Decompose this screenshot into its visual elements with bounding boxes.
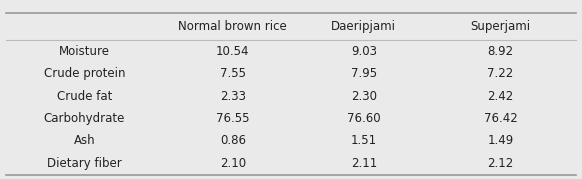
Text: 10.54: 10.54 <box>216 45 250 58</box>
Text: 76.42: 76.42 <box>484 112 517 125</box>
Text: 9.03: 9.03 <box>351 45 377 58</box>
Text: 76.60: 76.60 <box>347 112 381 125</box>
Text: Carbohydrate: Carbohydrate <box>44 112 125 125</box>
Text: Daeripjami: Daeripjami <box>331 20 396 33</box>
Text: Moisture: Moisture <box>59 45 110 58</box>
Text: 2.11: 2.11 <box>350 157 377 170</box>
Text: Superjami: Superjami <box>470 20 531 33</box>
Text: 76.55: 76.55 <box>216 112 250 125</box>
Text: 8.92: 8.92 <box>488 45 513 58</box>
Text: Ash: Ash <box>73 134 95 147</box>
Text: 1.49: 1.49 <box>487 134 514 147</box>
Text: 2.12: 2.12 <box>487 157 514 170</box>
Text: Normal brown rice: Normal brown rice <box>179 20 287 33</box>
Text: 7.95: 7.95 <box>351 67 377 80</box>
Text: 2.33: 2.33 <box>220 90 246 103</box>
Text: 7.22: 7.22 <box>487 67 514 80</box>
Text: 1.51: 1.51 <box>351 134 377 147</box>
Text: 2.30: 2.30 <box>351 90 377 103</box>
Text: 7.55: 7.55 <box>220 67 246 80</box>
Text: 0.86: 0.86 <box>220 134 246 147</box>
Text: 2.10: 2.10 <box>220 157 246 170</box>
Text: Crude fat: Crude fat <box>56 90 112 103</box>
Text: Crude protein: Crude protein <box>44 67 125 80</box>
Text: Dietary fiber: Dietary fiber <box>47 157 122 170</box>
Text: 2.42: 2.42 <box>487 90 514 103</box>
